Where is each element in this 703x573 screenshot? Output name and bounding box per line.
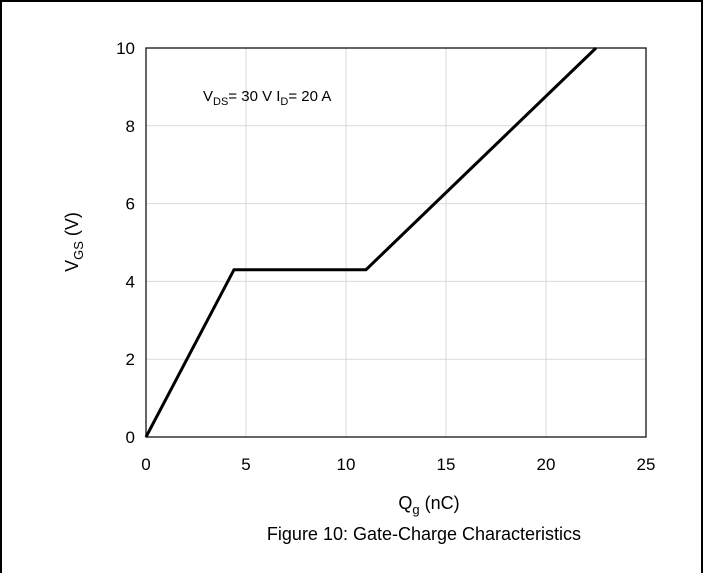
y-axis-label: VGS (V) bbox=[62, 212, 86, 272]
y-tick-label: 10 bbox=[116, 39, 135, 58]
x-axis-label: Qg (nC) bbox=[398, 493, 459, 517]
x-tick-label: 5 bbox=[241, 455, 250, 474]
y-tick-label: 2 bbox=[126, 350, 135, 369]
series-group bbox=[144, 46, 598, 438]
x-tick-label: 25 bbox=[637, 455, 656, 474]
y-tick-label: 4 bbox=[126, 272, 135, 291]
y-tick-label: 8 bbox=[126, 117, 135, 136]
x-tick-label: 0 bbox=[141, 455, 150, 474]
y-tick-label: 0 bbox=[126, 428, 135, 447]
x-tick-label: 10 bbox=[337, 455, 356, 474]
y-tick-label: 6 bbox=[126, 195, 135, 214]
series-line bbox=[144, 46, 598, 438]
figure-caption: Figure 10: Gate-Charge Characteristics bbox=[267, 524, 581, 544]
plot-area bbox=[145, 47, 647, 438]
chart-annotation: VDS= 30 V ID= 20 A bbox=[203, 88, 331, 108]
x-tick-labels: 0 5 10 15 20 25 bbox=[141, 455, 655, 474]
x-tick-label: 15 bbox=[437, 455, 456, 474]
x-tick-label: 20 bbox=[537, 455, 556, 474]
y-tick-labels: 0 2 4 6 8 10 bbox=[116, 39, 135, 447]
